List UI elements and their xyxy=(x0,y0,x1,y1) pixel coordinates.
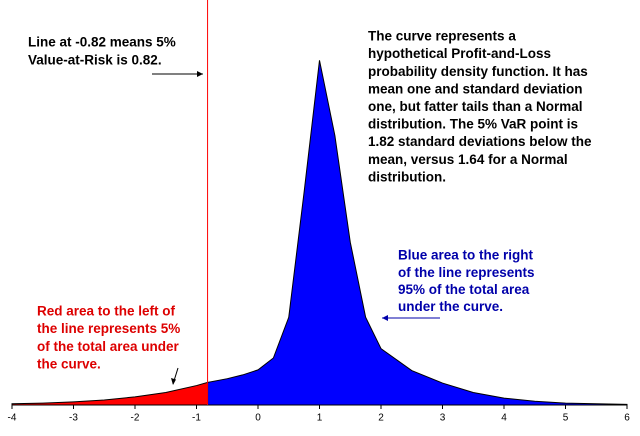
annotation: the curve. xyxy=(37,356,101,371)
arrow-head xyxy=(382,315,388,321)
annotation: distribution. xyxy=(368,169,446,184)
x-tick-label: 2 xyxy=(378,413,384,424)
plot: -4 -3 -2 -1 0 1 2 3 4 5 6 Line at -0.82 means 5% Val… xyxy=(8,0,630,424)
annotation: Red area to the left of xyxy=(37,304,176,319)
annotation: of the line represents xyxy=(398,265,535,280)
density-area xyxy=(11,381,209,406)
annotation: Value-at-Risk is 0.82. xyxy=(28,53,162,68)
annotation: distribution. The 5% VaR point is xyxy=(368,117,578,132)
annotation: mean, versus 1.64 for a Normal xyxy=(368,152,568,167)
x-tick-label: -3 xyxy=(69,413,78,424)
annotation: 1.82 standard deviations below the xyxy=(368,134,592,149)
arrow-head xyxy=(197,71,203,77)
annotation: under the curve. xyxy=(398,299,503,314)
annotation: mean one and standard deviation xyxy=(368,81,583,96)
annotation: 95% of the total area xyxy=(398,282,530,297)
annotation: Line at -0.82 means 5% xyxy=(28,35,176,50)
annotation: one, but fatter tails than a Normal xyxy=(368,99,583,114)
x-tick-label: 0 xyxy=(255,413,261,424)
annotation: The curve represents a xyxy=(368,29,516,44)
x-tick-label: -1 xyxy=(192,413,201,424)
x-tick-label: 1 xyxy=(317,413,323,424)
x-tick-label: 4 xyxy=(501,413,507,424)
x-tick-label: -4 xyxy=(8,413,17,424)
x-tick-label: -2 xyxy=(131,413,140,424)
annotation: probability density function. It has xyxy=(368,64,588,79)
x-tick-label: 5 xyxy=(563,413,569,424)
density-area xyxy=(207,60,628,406)
annotation: the line represents 5% xyxy=(37,321,180,336)
x-tick-label: 6 xyxy=(624,413,630,424)
arrow-head xyxy=(171,378,176,385)
annotation: Blue area to the right xyxy=(398,248,534,263)
annotation: hypothetical Profit-and-Loss xyxy=(368,46,551,61)
x-tick-label: 3 xyxy=(440,413,446,424)
annotation: of the total area under xyxy=(37,339,180,354)
arrows xyxy=(152,71,440,385)
